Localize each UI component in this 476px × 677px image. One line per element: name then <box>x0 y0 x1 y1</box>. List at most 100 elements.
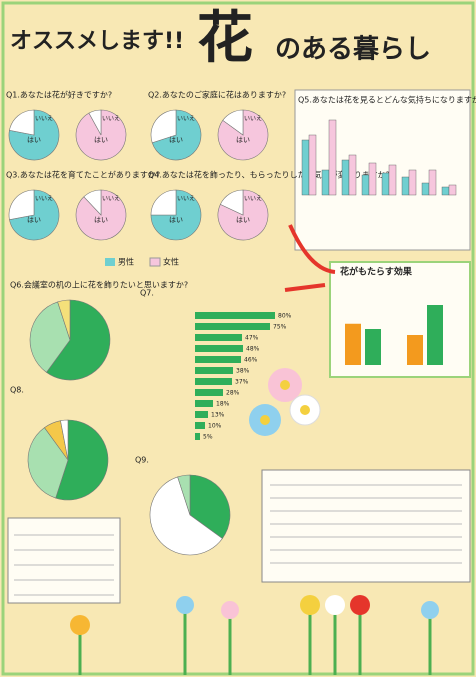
bar <box>195 422 205 429</box>
pie-slice <box>222 109 244 136</box>
bar <box>308 134 317 196</box>
question: Q7. <box>140 289 154 298</box>
bar <box>195 312 275 319</box>
pie-slice <box>29 301 71 373</box>
legend-swatch <box>149 257 161 267</box>
bar <box>408 169 417 196</box>
question: Q2.あなたのご家庭に花はありますか? <box>148 90 286 100</box>
question: Q8. <box>10 386 24 395</box>
answer-label: はい <box>94 136 108 144</box>
bar <box>195 323 270 330</box>
pie-slice <box>150 189 177 216</box>
value-label: 18% <box>216 401 230 408</box>
bar <box>361 174 370 196</box>
value-label: 38% <box>236 368 250 375</box>
bar <box>345 323 361 365</box>
answer-label: いいえ <box>35 196 53 203</box>
pie-slice <box>150 109 177 144</box>
bar <box>441 186 450 196</box>
bar <box>195 400 213 407</box>
question: Q6.会議室の机の上に花を飾りたいと思いますか? <box>10 280 188 290</box>
text-panel <box>261 469 471 583</box>
pie-slice <box>8 109 60 161</box>
bar <box>341 159 350 196</box>
title-lead: オススメします!! <box>10 29 184 54</box>
legend-swatch <box>105 258 115 266</box>
bar <box>328 119 337 196</box>
bar <box>407 335 423 365</box>
bar <box>195 367 233 374</box>
bar <box>381 172 390 196</box>
answer-label: はい <box>236 216 250 224</box>
answer-label: はい <box>169 216 183 224</box>
pie-slice <box>83 189 102 216</box>
pie-slice <box>9 109 35 136</box>
bar <box>421 182 430 196</box>
bar <box>195 378 232 385</box>
question: Q4.あなたは花を飾ったり、もらったりしたら気分が変わりますか? <box>148 170 390 180</box>
answer-label: はい <box>27 216 41 224</box>
question: Q5.あなたは花を見るとどんな気持ちになりますか?(複数回答) <box>298 95 476 105</box>
value-label: 5% <box>203 434 213 441</box>
bar <box>401 176 410 196</box>
bar <box>428 169 437 196</box>
flowers <box>70 368 439 675</box>
value-label: 10% <box>208 423 222 430</box>
bar <box>195 334 242 341</box>
answer-label: はい <box>94 216 108 224</box>
pie-slice <box>149 476 223 556</box>
pie-slice <box>46 299 111 381</box>
answer-label: いいえ <box>177 116 195 123</box>
bar <box>195 389 223 396</box>
pie-slice <box>88 109 102 136</box>
pie-slice <box>177 474 191 516</box>
text-lines <box>14 484 462 596</box>
value-label: 28% <box>226 390 240 397</box>
bar <box>348 154 357 196</box>
table-panel <box>7 517 121 604</box>
bar <box>195 345 243 352</box>
pie-slice <box>150 189 202 241</box>
title-tail: のある暮らし <box>275 35 431 65</box>
pie-slice <box>55 419 109 501</box>
bar <box>301 139 310 196</box>
bar <box>195 411 208 418</box>
pie-slice <box>189 474 231 539</box>
bar <box>195 356 241 363</box>
bar <box>368 162 377 196</box>
title-main: 花 <box>197 6 253 71</box>
pie-slice <box>8 189 35 221</box>
bar <box>321 169 330 196</box>
pie-slice <box>219 189 244 216</box>
answer-label: いいえ <box>102 116 120 123</box>
pie-slice <box>27 427 69 499</box>
answer-label: いいえ <box>244 116 262 123</box>
legend-label: 女性 <box>163 257 179 267</box>
answer-label: はい <box>236 136 250 144</box>
question: Q1.あなたは花が好きですか? <box>6 90 112 100</box>
answer-label: いいえ <box>244 196 262 203</box>
pie-slice <box>57 299 71 341</box>
value-label: 48% <box>246 346 260 353</box>
answer-label: いいえ <box>35 116 53 123</box>
bar <box>365 329 381 365</box>
bar <box>388 164 397 196</box>
effect-title: 花がもたらす効果 <box>340 266 413 278</box>
answer-label: はい <box>27 136 41 144</box>
value-label: 46% <box>244 357 258 364</box>
question: Q3.あなたは花を育てたことがありますか? <box>6 170 160 180</box>
bar <box>195 433 200 440</box>
value-label: 75% <box>273 324 287 331</box>
answer-label: はい <box>169 136 183 144</box>
arrow <box>284 283 326 292</box>
bar <box>448 184 457 196</box>
legend-label: 男性 <box>118 257 134 267</box>
pie-slice <box>217 109 269 161</box>
pie-slice <box>151 109 202 161</box>
value-label: 13% <box>211 412 225 419</box>
question: Q9. <box>135 456 149 465</box>
value-label: 80% <box>278 313 292 320</box>
